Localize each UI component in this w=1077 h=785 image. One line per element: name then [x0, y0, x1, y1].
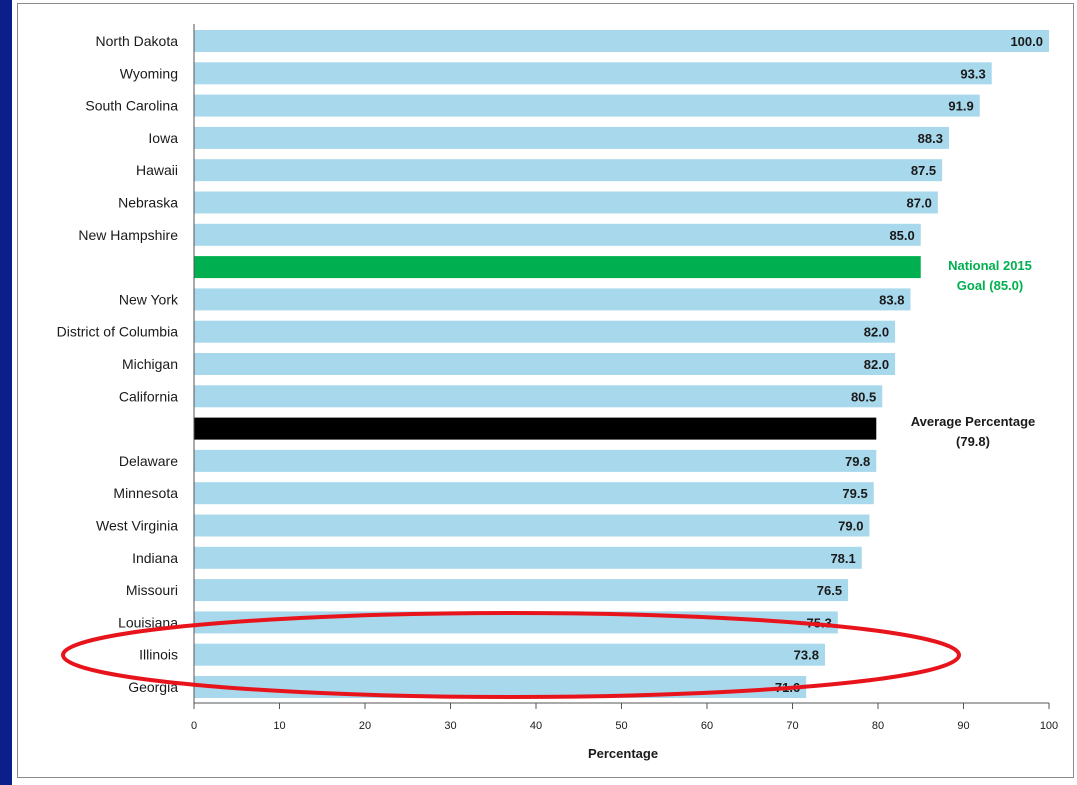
category-label: Minnesota	[113, 485, 178, 501]
category-label: Indiana	[132, 550, 178, 566]
category-labels: North Dakota Wyoming South Carolina Iowa Haw…	[57, 33, 179, 695]
goal-annotation-line2: Goal (85.0)	[957, 278, 1023, 293]
x-tick-label: 60	[701, 720, 713, 732]
average-annotation-line2: (79.8)	[956, 434, 990, 449]
x-tick-label: 90	[957, 720, 969, 732]
x-tick-label: 30	[444, 720, 456, 732]
category-label: Missouri	[126, 582, 178, 598]
x-tick-label: 100	[1040, 720, 1058, 732]
category-label: South Carolina	[85, 98, 178, 114]
bar-item	[194, 191, 938, 214]
bar-item	[194, 643, 825, 666]
value-label: 91.9	[948, 99, 973, 114]
bar-goal	[194, 256, 921, 279]
value-label: 93.3	[960, 66, 985, 81]
highlight-ellipse	[61, 611, 961, 699]
category-label: Iowa	[148, 130, 178, 146]
value-label: 85.0	[889, 228, 914, 243]
bar-item	[194, 353, 896, 375]
bar-item	[194, 94, 980, 117]
value-label: 73.8	[794, 648, 819, 663]
x-tick-label: 40	[530, 720, 542, 732]
bar-item	[194, 126, 949, 149]
value-label: 80.5	[851, 389, 876, 404]
annotations: National 2015 Goal (85.0) Average Percen…	[911, 258, 1036, 449]
x-tick-label: 70	[786, 720, 798, 732]
value-label: 79.0	[838, 519, 863, 534]
category-label: New York	[119, 291, 179, 307]
x-tick-label: 0	[191, 720, 197, 732]
bar-item	[194, 62, 992, 85]
category-label: New Hampshire	[78, 227, 178, 243]
category-label: Louisiana	[118, 614, 178, 630]
value-label: 79.5	[842, 486, 867, 501]
category-label: West Virginia	[96, 518, 178, 534]
value-label: 88.3	[918, 131, 943, 146]
value-label: 100.0	[1010, 34, 1043, 49]
average-annotation-line1: Average Percentage	[911, 414, 1036, 429]
category-label: California	[119, 388, 178, 404]
value-label: 76.5	[817, 583, 842, 598]
value-label: 82.0	[864, 357, 889, 372]
bar-item	[194, 449, 877, 472]
x-axis: 0 10 20 30 40 50 60 70 80 90 100	[191, 24, 1058, 732]
value-label: 87.0	[907, 196, 932, 211]
value-label: 78.1	[830, 551, 855, 566]
category-label: Delaware	[119, 453, 178, 469]
value-label: 82.0	[864, 325, 889, 340]
x-tick-label: 50	[615, 720, 627, 732]
category-label: North Dakota	[96, 33, 179, 49]
goal-annotation-line1: National 2015	[948, 258, 1032, 273]
bar-item	[194, 320, 896, 343]
bar-item	[194, 288, 911, 311]
bar-item	[194, 482, 874, 505]
category-label: Nebraska	[118, 195, 178, 211]
category-label: Hawaii	[136, 162, 178, 178]
category-label: Wyoming	[120, 65, 178, 81]
bar-item	[194, 546, 862, 569]
bar-item	[194, 579, 849, 602]
x-tick-label: 20	[359, 720, 371, 732]
bar-item	[194, 223, 921, 246]
bar-item	[194, 159, 943, 182]
bar-average	[194, 417, 877, 440]
value-label: 83.8	[879, 292, 904, 307]
bar-item	[194, 385, 883, 408]
bar-item	[194, 30, 1049, 52]
category-label: Illinois	[139, 647, 178, 663]
x-axis-title: Percentage	[588, 746, 658, 761]
category-label: District of Columbia	[57, 324, 179, 340]
value-label: 87.5	[911, 163, 936, 178]
bar-item	[194, 676, 807, 698]
value-label: 79.8	[845, 454, 870, 469]
bar-item	[194, 514, 870, 537]
x-tick-label: 10	[273, 720, 285, 732]
value-labels: 100.0 93.3 91.9 88.3 87.5 87.0 85.0 83.8 82.0 82.…	[775, 34, 1043, 695]
x-tick-label: 80	[872, 720, 884, 732]
category-label: Michigan	[122, 356, 178, 372]
